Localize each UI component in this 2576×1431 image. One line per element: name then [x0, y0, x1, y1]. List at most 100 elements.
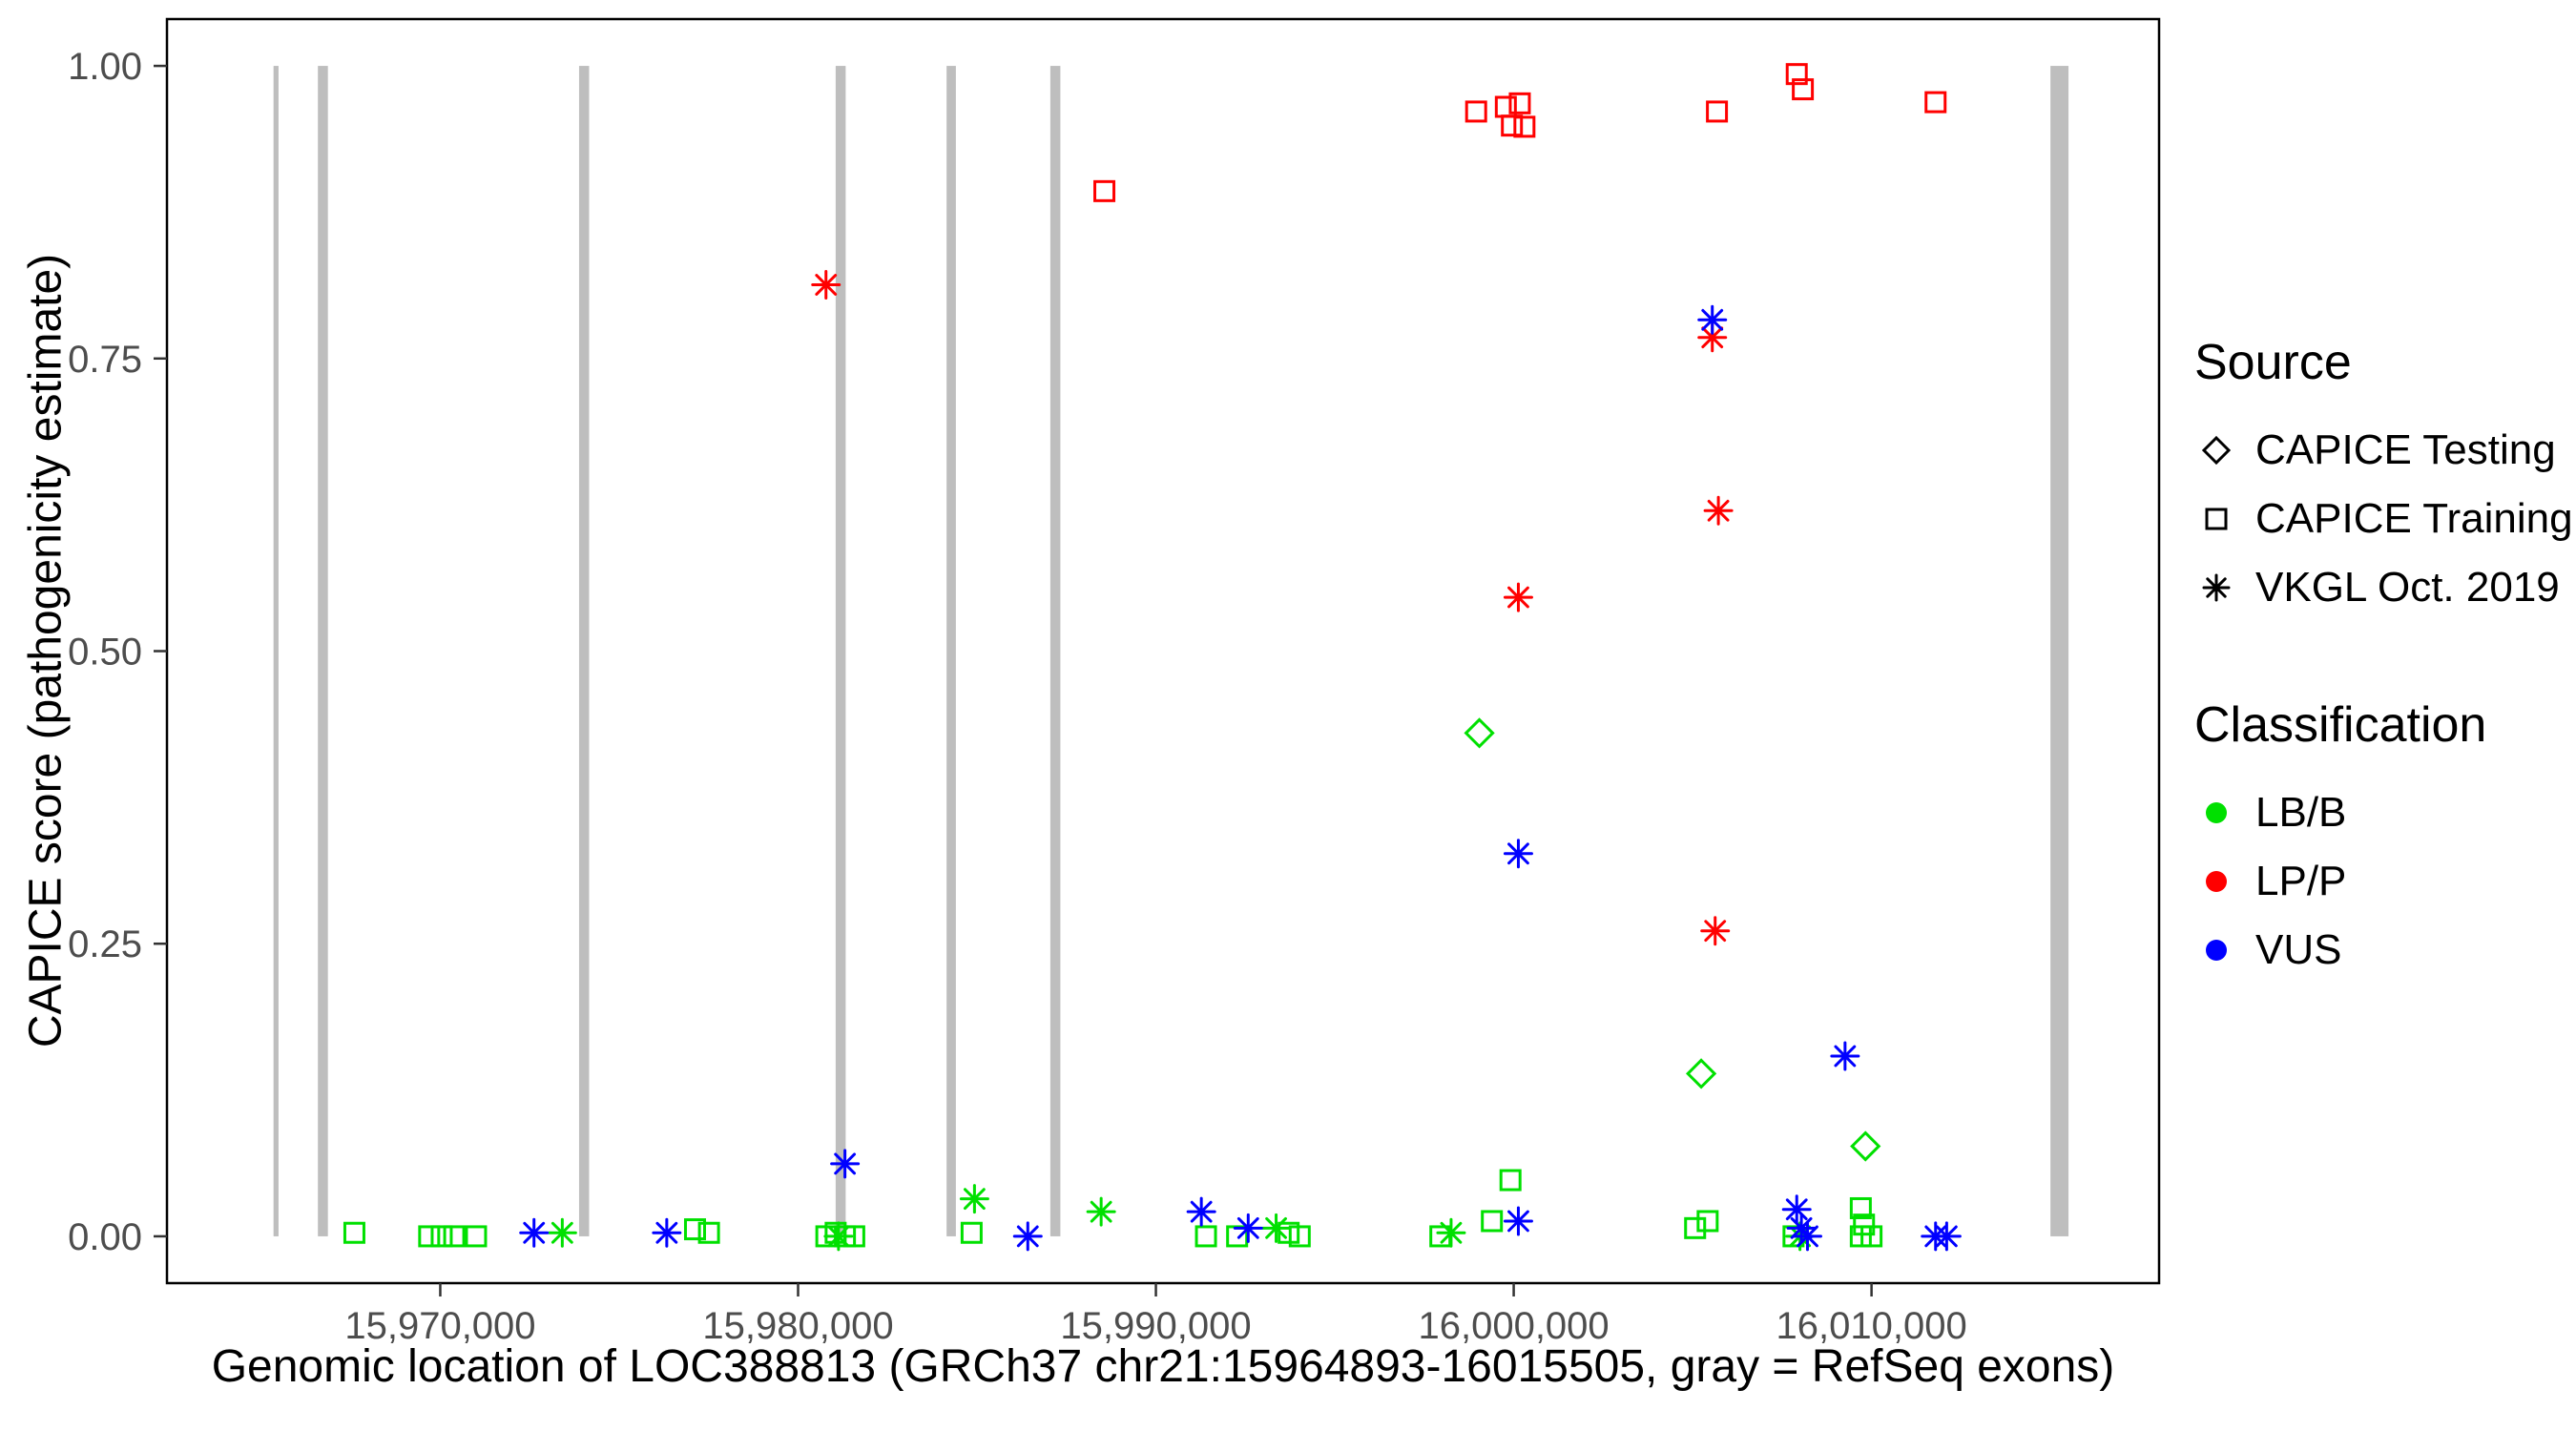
data-point-asterisk: [811, 269, 841, 300]
data-point-square: [1849, 1196, 1872, 1219]
y-tick-label: 0.25: [68, 923, 142, 965]
exon-bar: [835, 66, 846, 1236]
data-point-asterisk: [830, 1149, 861, 1179]
data-point-square: [1706, 100, 1729, 123]
legend-title-source: Source: [2194, 335, 2352, 390]
data-point-asterisk: [959, 1184, 989, 1214]
data-point-diamond: [1464, 717, 1495, 749]
data-point-asterisk: [1012, 1221, 1043, 1252]
y-tick-label: 0.00: [68, 1216, 142, 1258]
data-point-asterisk: [1781, 1194, 1812, 1225]
data-point-asterisk: [652, 1217, 682, 1248]
data-point-diamond: [1685, 1058, 1717, 1089]
x-axis-title: Genomic location of LOC388813 (GRCh37 ch…: [211, 1341, 2115, 1392]
data-point-square: [1860, 1225, 1883, 1248]
exon-bar: [318, 66, 328, 1236]
legend-item-label: CAPICE Training: [2255, 495, 2573, 542]
legend-item-vus: VUS: [2194, 916, 2573, 985]
data-point-square: [418, 1225, 441, 1248]
exon-bar: [946, 66, 956, 1236]
data-point-square: [1684, 1216, 1707, 1239]
x-tick-label: 15,980,000: [702, 1305, 893, 1347]
data-point-square: [1792, 78, 1815, 101]
data-point-square: [1465, 100, 1487, 123]
legend-item-lp-p: LP/P: [2194, 847, 2573, 916]
asterisk-glyph-icon: [2202, 573, 2231, 602]
data-point-square: [1513, 115, 1536, 138]
legend-group-classification: Classification LB/B LP/P VUS: [2194, 696, 2573, 985]
x-tick-label: 16,000,000: [1418, 1305, 1609, 1347]
data-point-square: [1508, 92, 1531, 114]
x-tick-label: 15,970,000: [344, 1305, 535, 1347]
legend-item-vkgl-oct-2019: VKGL Oct. 2019: [2194, 553, 2573, 622]
color-dot-icon: [2206, 871, 2227, 892]
data-point-square: [443, 1225, 466, 1248]
data-point-square: [1288, 1225, 1311, 1248]
data-point-asterisk: [1931, 1221, 1962, 1252]
data-point-asterisk: [1086, 1196, 1116, 1227]
data-point-asterisk: [519, 1217, 550, 1248]
legend-panel: Source CAPICE Testing CAPICE Training VKGL…: [2194, 334, 2573, 1059]
color-dot-icon: [2206, 802, 2227, 823]
legend-item-label: LP/P: [2255, 858, 2347, 904]
data-point-square: [1696, 1210, 1719, 1233]
legend-group-source: Source CAPICE Testing CAPICE Training VKGL…: [2194, 334, 2573, 622]
legend-item-capice-training: CAPICE Training: [2194, 485, 2573, 553]
data-point-asterisk: [1503, 839, 1533, 869]
data-point-asterisk: [1697, 304, 1728, 335]
legend-item-label: VKGL Oct. 2019: [2255, 564, 2560, 611]
data-point-asterisk: [1503, 582, 1533, 612]
exon-bar: [2050, 66, 2069, 1236]
x-tick-label: 15,990,000: [1060, 1305, 1251, 1347]
legend-item-label: LB/B: [2255, 789, 2347, 836]
data-point-asterisk: [1436, 1217, 1466, 1248]
data-point-square: [1853, 1213, 1876, 1236]
data-point-square: [430, 1225, 453, 1248]
legend-item-label: CAPICE Testing: [2255, 426, 2556, 473]
y-tick-label: 0.50: [68, 632, 142, 674]
data-point-square: [465, 1225, 488, 1248]
legend-item-capice-testing: CAPICE Testing: [2194, 416, 2573, 485]
legend-source-items: CAPICE Testing CAPICE Training VKGL Oct. 2…: [2194, 416, 2573, 622]
color-dot-icon: [2206, 940, 2227, 961]
data-point-asterisk: [1233, 1213, 1263, 1243]
data-point-square: [1093, 179, 1116, 202]
square-glyph-icon: [2205, 508, 2228, 530]
x-tick-label: 16,010,000: [1776, 1305, 1967, 1347]
diamond-glyph-icon: [2201, 435, 2232, 466]
data-point-asterisk: [1261, 1213, 1292, 1243]
data-point-square: [683, 1218, 706, 1241]
y-tick-label: 0.75: [68, 339, 142, 381]
legend-item-lb-b: LB/B: [2194, 778, 2573, 847]
legend-title-classification: Classification: [2194, 697, 2487, 753]
data-point-square: [1226, 1225, 1249, 1248]
exon-bar: [578, 66, 590, 1236]
legend-item-label: VUS: [2255, 926, 2342, 973]
data-point-square: [1481, 1210, 1504, 1233]
exon-bar: [273, 66, 279, 1236]
data-point-square: [1924, 91, 1947, 114]
data-point-asterisk: [1186, 1196, 1216, 1227]
data-point-asterisk: [1792, 1221, 1822, 1252]
data-point-asterisk: [1697, 322, 1728, 353]
y-axis-title: CAPICE score (pathogenicity estimate): [20, 253, 72, 1048]
data-point-square: [1501, 114, 1524, 137]
data-point-asterisk: [1703, 495, 1734, 526]
panel-border: [165, 17, 2161, 1285]
data-point-asterisk: [1830, 1041, 1860, 1071]
data-point-asterisk: [1503, 1206, 1533, 1236]
data-point-asterisk: [1700, 916, 1731, 946]
legend-classification-items: LB/B LP/P VUS: [2194, 778, 2573, 985]
data-point-square: [1785, 63, 1808, 86]
data-point-asterisk: [547, 1217, 577, 1248]
data-point-asterisk: [823, 1221, 854, 1252]
data-point-diamond: [1850, 1130, 1881, 1162]
data-point-square: [697, 1221, 720, 1244]
data-point-square: [343, 1221, 365, 1244]
data-point-square: [960, 1221, 983, 1244]
y-tick-label: 1.00: [68, 46, 142, 88]
data-point-square: [1499, 1169, 1522, 1192]
exon-bar: [1049, 66, 1061, 1236]
